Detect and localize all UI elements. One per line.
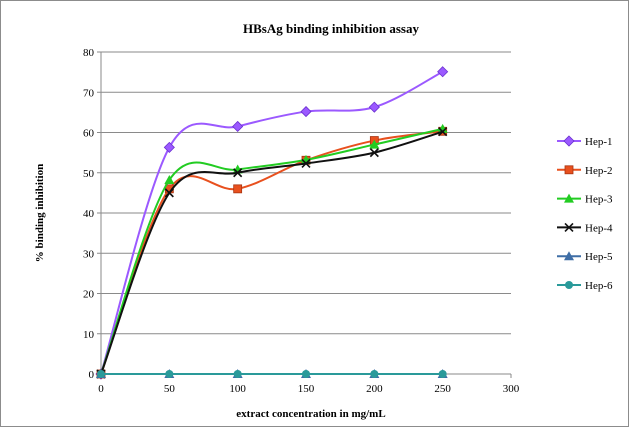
y-tick-label: 10 <box>83 329 95 341</box>
y-tick-label: 60 <box>83 128 95 140</box>
legend-swatch-marker <box>564 165 574 175</box>
y-tick-label: 30 <box>83 248 95 260</box>
x-axis-label: extract concentration in mg/mL <box>236 408 385 420</box>
data-point-hep-3 <box>369 139 380 149</box>
x-tick-label: 250 <box>434 383 451 395</box>
y-tick-labels: 0 10 20 30 40 50 60 70 80 <box>83 47 95 381</box>
x-tick-label: 100 <box>229 383 246 395</box>
legend-label: Hep-1 <box>585 136 613 148</box>
legend-label: Hep-5 <box>585 251 613 263</box>
data-point-hep-6 <box>370 370 379 378</box>
data-point-hep-6 <box>233 370 242 378</box>
x-tick-label: 150 <box>298 383 315 395</box>
legend-item-hep-6: Hep-6 <box>557 280 613 292</box>
data-point-hep-6 <box>165 370 174 378</box>
y-tick-label: 20 <box>83 289 95 301</box>
y-axis-label: % binding inhibition <box>34 164 46 262</box>
data-point-hep-6 <box>97 370 105 378</box>
legend-label: Hep-3 <box>585 194 613 206</box>
y-tick-label: 40 <box>83 208 95 220</box>
legend-label: Hep-2 <box>585 165 613 177</box>
data-point-hep-2 <box>233 184 243 194</box>
y-tick-label: 80 <box>83 47 95 59</box>
legend-swatch-marker <box>564 193 574 203</box>
data-point-hep-4 <box>369 148 379 158</box>
legend-item-hep-5: Hep-5 <box>557 251 613 263</box>
data-point-hep-1 <box>300 106 312 118</box>
data-point-hep-4 <box>164 188 174 198</box>
data-point-hep-6 <box>438 370 447 378</box>
legend-item-hep-4: Hep-4 <box>557 222 613 234</box>
legend-swatch-marker <box>563 135 575 147</box>
legend-label: Hep-6 <box>585 280 613 292</box>
legend-item-hep-3: Hep-3 <box>557 193 613 206</box>
legend-item-hep-2: Hep-2 <box>557 165 613 177</box>
data-point-hep-1 <box>437 66 449 78</box>
series-line-hep-3 <box>100 127 443 375</box>
legend-swatch-marker <box>564 251 574 261</box>
legend-label: Hep-4 <box>585 222 613 234</box>
data-point-hep-3 <box>164 174 175 184</box>
data-point-hep-4 <box>233 168 243 178</box>
data-point-hep-1 <box>232 120 244 133</box>
data-point-hep-6 <box>302 370 310 378</box>
x-tick-label: 50 <box>164 383 176 395</box>
series-hep-6 <box>97 370 447 378</box>
x-tick-label: 300 <box>503 383 520 395</box>
axes <box>97 51 512 378</box>
x-tick-label: 0 <box>98 383 104 395</box>
legend: Hep-1 Hep-2 Hep-3 Hep-4 Hep-5 Hep-6 <box>557 135 613 292</box>
legend-swatch-marker <box>565 281 573 289</box>
series-hep-3 <box>96 123 448 378</box>
data-point-hep-3 <box>437 123 448 133</box>
chart-title: HBsAg binding inhibition assay <box>243 21 419 36</box>
legend-swatch-marker <box>564 222 574 232</box>
x-tick-label: 200 <box>366 383 383 395</box>
data-point-hep-4 <box>438 127 448 137</box>
x-tick-labels: 0 50 100 150 200 250 300 <box>98 383 520 395</box>
legend-item-hep-1: Hep-1 <box>557 135 613 148</box>
series-group <box>95 66 449 380</box>
y-tick-label: 70 <box>83 87 95 99</box>
data-point-hep-4 <box>301 158 311 169</box>
y-tick-label: 50 <box>83 168 95 180</box>
data-point-hep-1 <box>368 101 380 113</box>
gridlines <box>101 51 511 335</box>
y-tick-label: 0 <box>89 369 95 381</box>
data-point-hep-1 <box>163 141 175 153</box>
series-hep-1 <box>95 66 449 380</box>
